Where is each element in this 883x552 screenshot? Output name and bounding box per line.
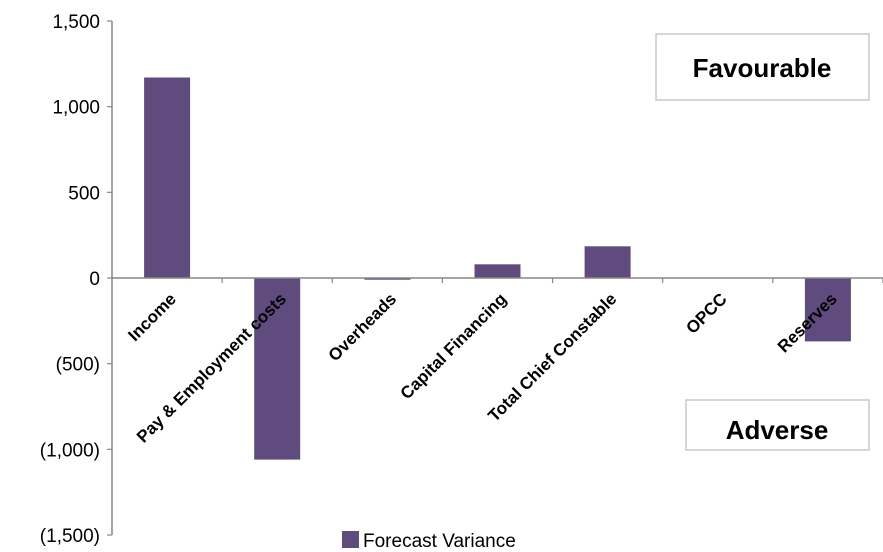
adverse-label: Adverse xyxy=(726,415,829,445)
y-tick-label: 500 xyxy=(68,183,100,204)
bars-layer xyxy=(144,77,851,460)
y-tick-label: 1,500 xyxy=(52,12,100,33)
y-tick-label: 1,000 xyxy=(52,98,100,119)
x-tick-label: Total Chief Constable xyxy=(484,289,620,425)
x-tick-label: Overheads xyxy=(325,289,401,365)
bar xyxy=(254,278,301,460)
y-tick-label: (500) xyxy=(56,355,100,376)
legend: Forecast Variance xyxy=(342,531,516,552)
favourable-label: Favourable xyxy=(693,53,832,83)
bar xyxy=(474,264,521,278)
bar xyxy=(364,278,411,280)
legend-label: Forecast Variance xyxy=(363,531,516,552)
bar xyxy=(804,278,851,342)
y-tick-label: (1,000) xyxy=(40,440,100,461)
bar xyxy=(144,77,191,278)
x-tick-label: Capital Financing xyxy=(397,289,511,403)
x-tick-label: Income xyxy=(124,289,180,345)
x-tick-label: OPCC xyxy=(682,289,730,337)
bar xyxy=(584,246,631,278)
legend-swatch xyxy=(342,531,359,548)
axes-layer xyxy=(107,20,883,536)
favourable-box xyxy=(655,33,870,101)
y-tick-label: (1,500) xyxy=(40,526,100,547)
adverse-box xyxy=(685,399,870,451)
y-tick-label: 0 xyxy=(89,269,100,290)
annotation-boxes: Favourable Adverse xyxy=(655,33,870,451)
